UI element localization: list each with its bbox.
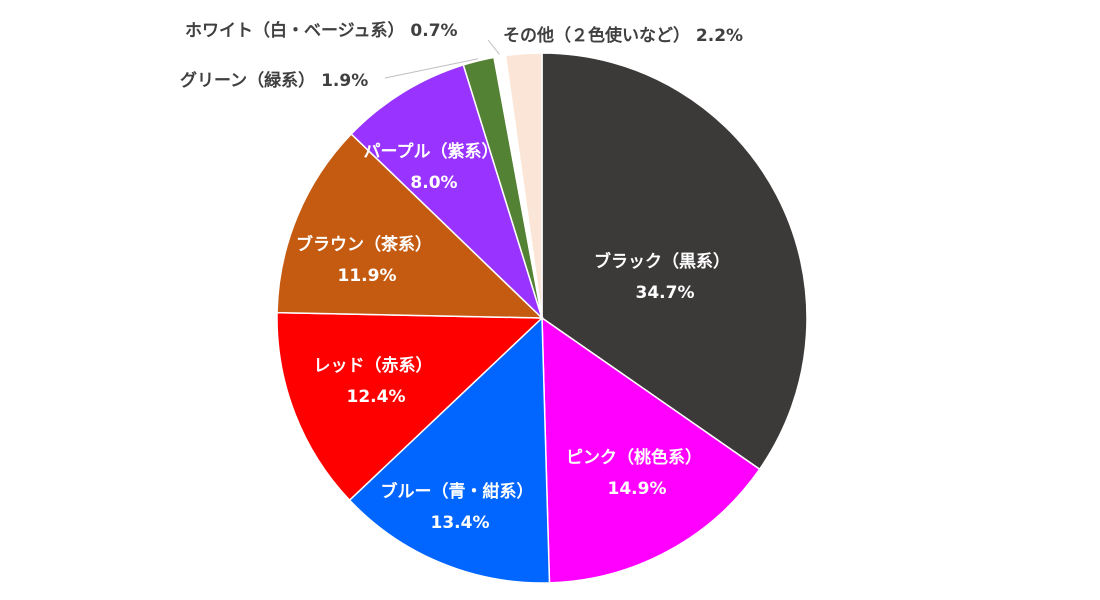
pie-slices xyxy=(276,52,808,584)
label-purple-value: 8.0% xyxy=(410,173,457,193)
label-pink-value: 14.9% xyxy=(608,479,667,499)
slice-purple xyxy=(350,63,543,319)
label-brown-name: ブラウン（茶系） xyxy=(296,234,432,255)
label-green-value: 1.9% xyxy=(321,71,368,91)
label-red-name: レッド（赤系） xyxy=(314,355,433,376)
label-white-value: 0.7% xyxy=(410,21,457,41)
label-green-name: グリーン（緑系） xyxy=(180,70,315,91)
leader-lines xyxy=(384,39,500,79)
label-pink: ピンク（桃色系） 14.9% xyxy=(566,447,708,499)
label-other-value: 2.2% xyxy=(696,26,743,46)
slice-other xyxy=(504,52,543,319)
label-white-name: ホワイト（白・ベージュ系） xyxy=(185,20,404,41)
label-black-value: 34.7% xyxy=(636,283,695,303)
slice-red xyxy=(276,311,544,502)
slice-black xyxy=(541,52,808,471)
label-other-name: その他（２色使いなど） xyxy=(503,25,690,46)
label-brown: ブラウン（茶系） 11.9% xyxy=(296,234,438,286)
label-blue-value: 13.4% xyxy=(431,513,490,533)
label-purple: パープル（紫系） 8.0% xyxy=(364,141,505,193)
label-red: レッド（赤系） 12.4% xyxy=(314,355,439,407)
leader-line-white xyxy=(487,39,500,55)
label-other: その他（２色使いなど） 2.2% xyxy=(503,25,743,46)
slice-pink xyxy=(541,316,761,584)
slice-brown xyxy=(276,132,544,319)
label-white: ホワイト（白・ベージュ系） 0.7% xyxy=(185,20,458,41)
label-black: ブラック（黒系） 34.7% xyxy=(594,251,736,303)
label-green: グリーン（緑系） 1.9% xyxy=(180,70,368,91)
leader-line-green xyxy=(384,58,479,79)
label-purple-name: パープル（紫系） xyxy=(364,141,499,162)
label-blue-name: ブルー（青・紺系） xyxy=(381,481,534,502)
label-brown-value: 11.9% xyxy=(338,266,397,286)
label-blue: ブルー（青・紺系） 13.4% xyxy=(381,481,540,533)
label-black-name: ブラック（黒系） xyxy=(594,251,730,272)
label-pink-name: ピンク（桃色系） xyxy=(566,447,702,468)
slice-blue xyxy=(348,316,551,584)
label-red-value: 12.4% xyxy=(347,387,406,407)
